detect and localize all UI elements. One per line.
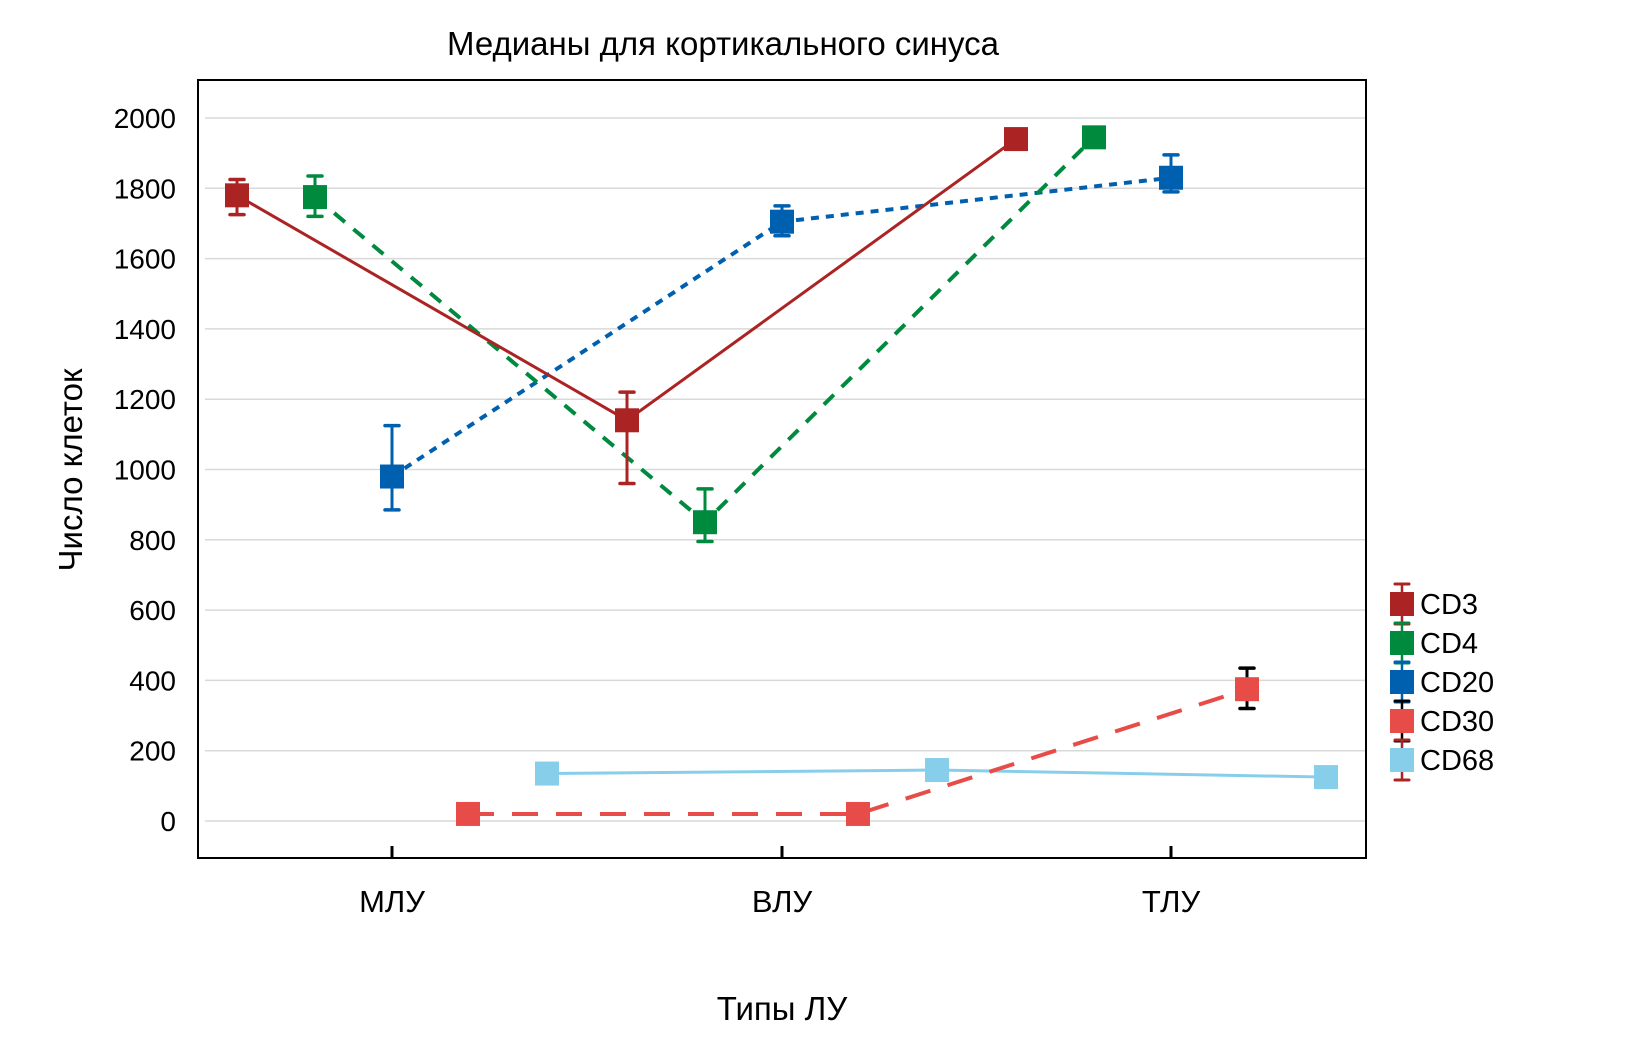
x-tick-label: ВЛУ: [752, 884, 813, 919]
legend-swatch: [1390, 709, 1414, 733]
legend-label: CD20: [1420, 667, 1494, 699]
data-point: [770, 209, 794, 234]
series-cd3: [225, 127, 1028, 486]
series-cd30: [456, 666, 1259, 826]
legend-item-cd68: CD68: [1390, 738, 1494, 782]
legend-swatch: [1390, 631, 1414, 655]
data-point: [1159, 165, 1183, 190]
y-tick-label: 1400: [114, 314, 176, 345]
data-point: [380, 464, 404, 489]
data-point: [1082, 125, 1106, 150]
chart-title: Медианы для кортикального синуса: [447, 25, 1000, 62]
legend-item-cd30: CD30: [1390, 699, 1494, 743]
data-point: [456, 801, 480, 826]
series-cd4: [303, 125, 1106, 544]
y-tick-label: 1200: [114, 384, 176, 415]
legend: CD3 CD4 CD20 CD30 CD68: [1390, 582, 1494, 782]
y-tick-label: 2000: [114, 103, 176, 134]
legend-label: CD3: [1420, 589, 1478, 621]
y-tick-label: 400: [129, 665, 176, 696]
y-tick-label: 0: [160, 806, 176, 837]
series-cd68: [535, 758, 1338, 790]
data-point: [225, 183, 249, 208]
y-tick-label: 600: [129, 595, 176, 626]
series-line: [313, 135, 1096, 525]
y-tick-labels: 0 200 400 600 800 1000 1200 1400 1600 1800 2000: [114, 103, 176, 837]
x-axis-title: Типы ЛУ: [717, 990, 849, 1027]
legend-item-cd4: CD4: [1390, 621, 1478, 665]
data-point: [535, 761, 559, 786]
series-line: [236, 137, 1017, 423]
legend-label: CD68: [1420, 745, 1494, 777]
data-point: [1235, 677, 1259, 702]
y-tick-label: 800: [129, 525, 176, 556]
data-point: [693, 510, 717, 535]
legend-swatch: [1390, 748, 1414, 772]
y-axis-title: Число клеток: [52, 368, 89, 571]
y-tick-label: 1600: [114, 244, 176, 275]
x-tick-label: МЛУ: [359, 884, 425, 919]
y-tick-label: 1800: [114, 173, 176, 204]
legend-swatch: [1390, 592, 1414, 616]
x-tick-label: ТЛУ: [1142, 884, 1201, 919]
x-ticks: МЛУ ВЛУ ТЛУ: [359, 846, 1200, 919]
data-point: [303, 185, 327, 210]
y-tick-label: 1000: [114, 455, 176, 486]
data-point: [1004, 127, 1028, 152]
legend-swatch: [1390, 670, 1414, 694]
data-point: [615, 408, 639, 433]
data-point: [925, 758, 949, 783]
legend-item-cd20: CD20: [1390, 660, 1494, 704]
data-point: [846, 801, 870, 826]
series-layer: [225, 125, 1338, 826]
y-tick-label: 200: [129, 736, 176, 767]
legend-label: CD30: [1420, 706, 1494, 738]
legend-label: CD4: [1420, 628, 1478, 660]
series-cd20: [380, 153, 1183, 512]
legend-item-cd3: CD3: [1390, 582, 1478, 626]
series-line: [468, 687, 1248, 816]
data-point: [1314, 765, 1338, 790]
